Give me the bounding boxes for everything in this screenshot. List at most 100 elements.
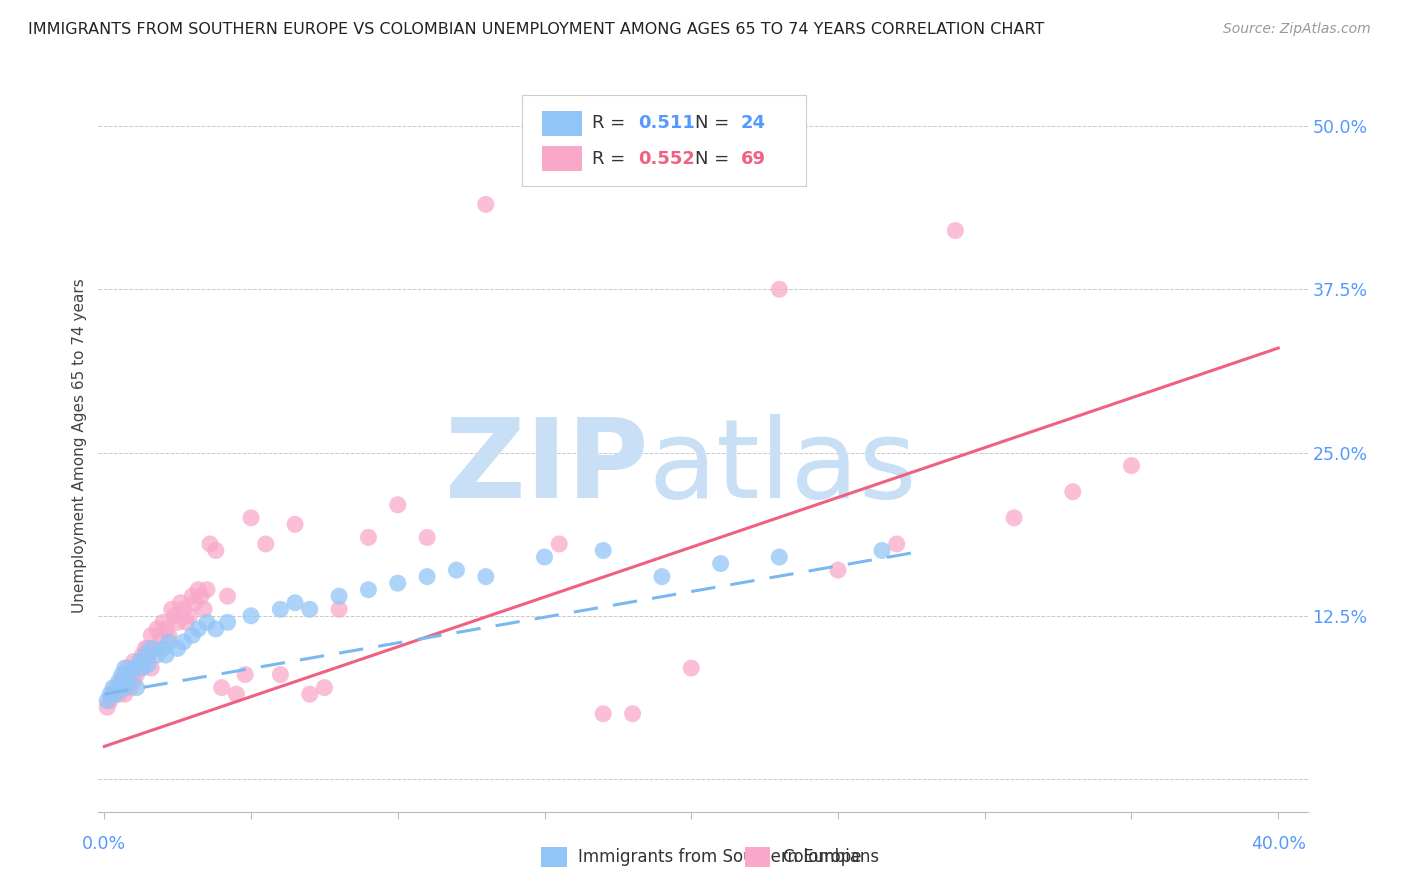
Point	[108, 674, 131, 689]
Point	[117, 661, 139, 675]
Point	[548, 537, 571, 551]
Point	[173, 602, 195, 616]
Point	[122, 674, 145, 689]
Point	[96, 694, 118, 708]
Point	[125, 667, 148, 681]
Point	[193, 602, 215, 616]
Point	[179, 608, 201, 623]
Point	[166, 641, 188, 656]
Point	[117, 674, 139, 689]
Text: ZIP: ZIP	[446, 415, 648, 522]
Point	[681, 661, 703, 675]
Point	[446, 563, 468, 577]
Point	[827, 563, 849, 577]
Point	[111, 667, 134, 681]
Point	[416, 530, 439, 544]
Point	[416, 569, 439, 583]
Point	[945, 223, 967, 237]
Point	[190, 589, 212, 603]
Point	[111, 674, 134, 689]
Point	[187, 582, 209, 597]
Point	[533, 549, 555, 564]
Point	[1002, 511, 1025, 525]
Point	[176, 615, 198, 630]
Text: atlas: atlas	[648, 415, 917, 522]
Point	[111, 681, 134, 695]
Point	[128, 655, 150, 669]
Point	[314, 681, 336, 695]
Point	[886, 537, 908, 551]
Point	[125, 681, 148, 695]
Point	[160, 602, 183, 616]
FancyBboxPatch shape	[522, 95, 806, 186]
Point	[131, 661, 153, 675]
Point	[269, 602, 291, 616]
Point	[98, 687, 121, 701]
Text: 40.0%: 40.0%	[1251, 835, 1306, 854]
Point	[146, 622, 169, 636]
Text: 0.511: 0.511	[638, 114, 695, 132]
Text: R =: R =	[592, 114, 631, 132]
Point	[122, 655, 145, 669]
Point	[96, 700, 118, 714]
Point	[184, 596, 207, 610]
Point	[1121, 458, 1143, 473]
Point	[768, 282, 790, 296]
Point	[181, 628, 204, 642]
Text: N =: N =	[695, 114, 734, 132]
Point	[122, 661, 145, 675]
Point	[387, 576, 409, 591]
Point	[157, 635, 180, 649]
Point	[592, 706, 614, 721]
Point	[155, 622, 177, 636]
Point	[136, 657, 159, 672]
Point	[475, 197, 498, 211]
Text: 0.552: 0.552	[638, 150, 695, 168]
Point	[621, 706, 644, 721]
Point	[710, 557, 733, 571]
Point	[108, 687, 131, 701]
Point	[357, 582, 380, 597]
Point	[152, 615, 174, 630]
Text: Colombians: Colombians	[782, 848, 879, 866]
Point	[328, 602, 350, 616]
Point	[204, 543, 226, 558]
Point	[870, 543, 893, 558]
Point	[114, 667, 136, 681]
Text: 0.0%: 0.0%	[82, 835, 127, 854]
Point	[131, 648, 153, 662]
Y-axis label: Unemployment Among Ages 65 to 74 years: Unemployment Among Ages 65 to 74 years	[72, 278, 87, 614]
Point	[101, 687, 124, 701]
Point	[217, 615, 239, 630]
Point	[120, 681, 142, 695]
Point	[195, 582, 218, 597]
Point	[136, 641, 159, 656]
Point	[284, 596, 307, 610]
Point	[105, 687, 128, 701]
Point	[157, 628, 180, 642]
Point	[105, 681, 128, 695]
Point	[136, 648, 159, 662]
Point	[169, 596, 191, 610]
Point	[128, 661, 150, 675]
Point	[134, 648, 156, 662]
Point	[328, 589, 350, 603]
Point	[284, 517, 307, 532]
Point	[651, 569, 673, 583]
Point	[195, 615, 218, 630]
Point	[166, 615, 188, 630]
Point	[141, 641, 163, 656]
Text: N =: N =	[695, 150, 734, 168]
Point	[298, 602, 321, 616]
Point	[181, 589, 204, 603]
Point	[217, 589, 239, 603]
Point	[143, 641, 166, 656]
Point	[141, 628, 163, 642]
Point	[114, 661, 136, 675]
Point	[357, 530, 380, 544]
Point	[152, 641, 174, 656]
FancyBboxPatch shape	[543, 146, 582, 170]
Text: Immigrants from Southern Europe: Immigrants from Southern Europe	[578, 848, 862, 866]
Point	[475, 569, 498, 583]
Point	[269, 667, 291, 681]
